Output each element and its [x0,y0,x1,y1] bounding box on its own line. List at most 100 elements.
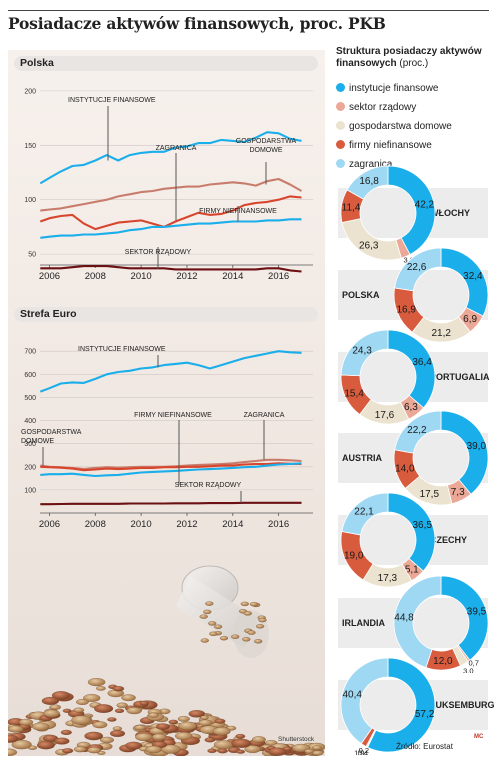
donut-value-label: 14,0 [395,463,415,474]
x-tick-label: 2008 [85,519,106,530]
left-panel-background [8,50,325,756]
donut-slice-zagranica [340,329,389,377]
country-name: LUKSEMBURG [430,700,495,710]
series-label: DOMOWE [21,438,54,445]
donut-value-label: 21,2 [431,328,451,339]
donut-value-label: 39,5 [467,606,487,617]
series-line-4 [40,265,302,273]
x-tick-label: 2012 [176,519,197,530]
line-chart-strefa-euro: 100 200 300 400 500 600 700 2006 2008 2010 2012 201… [21,346,313,530]
y-tick-label: 150 [24,143,36,150]
legend-swatch [336,140,345,149]
country-name: POLSKA [342,290,380,300]
donut-value-label: 26,3 [359,241,379,252]
donut-slice-instytucje [440,410,489,495]
series-label: GOSPODARSTWA [236,138,297,145]
series-label: ZAGRANICA [156,145,197,152]
country-name: CZECHY [430,535,468,545]
y-tick-label: 100 [24,487,36,494]
y-tick-label: 500 [24,395,36,402]
donut-value-label: 36,4 [412,357,432,368]
y-tick-label: 200 [24,464,36,471]
series-label: DOMOWE [249,147,282,154]
donut-value-label: 22,2 [407,425,427,436]
coin-pile [8,601,325,756]
donut-value-label: 5,1 [405,565,419,576]
x-tick-label: 2014 [222,271,243,282]
donut-chart-5: 39,5 0,73,0 12,0 44,8 [393,575,489,674]
donut-chart-4: 36,5 5,1 17,3 19,0 22,1 [340,492,436,588]
legend-swatch [336,159,345,168]
x-tick-label: 2006 [39,519,60,530]
x-tick-label: 2016 [268,519,289,530]
section-title-polska: Polska [20,57,54,69]
x-tick-label: 2006 [39,271,60,282]
series-label: INSTYTUCJE FINANSOWE [78,346,166,353]
series-line-2 [39,195,302,231]
donut-section-title: Struktura posiadaczy aktywów finansowych… [336,46,494,70]
photo-credit: Shutterstock [278,736,315,743]
series-line-1 [40,177,303,212]
y-tick-label: 200 [24,88,36,95]
series-line-3 [40,218,302,239]
series-label: SEKTOR RZĄDOWY [175,482,242,489]
donut-value-label: 12,0 [433,656,453,667]
donut-value-label: 6,9 [463,314,477,325]
donut-value-label: 22,1 [354,507,374,518]
legend-swatch [336,83,345,92]
donut-value-label: 32,4 [463,271,483,282]
series-label: ZAGRANICA [244,412,285,419]
source-note: Źródło: Eurostat [396,742,453,751]
y-tick-label: 100 [24,197,36,204]
donut-value-label: 17,6 [375,410,395,421]
series-label: FIRMY NIEFINANSOWE [199,208,277,215]
series-label: INSTYTUCJE FINANSOWE [68,97,156,104]
series-label: FIRMY NIEFINANSOWE [134,412,212,419]
country-name: AUSTRIA [342,453,382,463]
y-tick-label: 700 [24,349,36,356]
x-tick-label: 2016 [268,271,289,282]
donut-value-label: 3,2 [403,255,413,263]
series-line-0 [39,350,302,393]
country-name: WŁOCHY [430,208,470,218]
country-name: PORTUGALIA [430,372,490,382]
y-tick-label: 400 [24,418,36,425]
donut-chart-3: 39,0 7,3 17,5 14,0 22,2 [393,410,489,506]
donut-chart-1: 32,4 6,9 21,2 16,9 22,6 [393,247,489,343]
series-label: GOSPODARSTWA [21,429,82,436]
donut-slice-instytucje [387,165,436,256]
legend-item-sektor: sektor rządowy [336,101,416,114]
donut-slice-zagranica [341,492,389,536]
legend-item-zagranica: zagranica [336,158,392,171]
page-title: Posiadacze aktywów finansowych, proc. PK… [8,14,386,33]
donut-slice-zagranica [393,575,442,669]
donut-value-label: 17,3 [378,573,398,584]
donut-value-label: 42,2 [415,200,435,211]
donut-value-label: 0,2 [359,746,369,755]
donut-slice-zagranica [394,410,442,454]
donut-chart-6: 57,2 0,20,41,9 40,4 [340,657,436,756]
x-tick-label: 2014 [222,519,243,530]
legend-swatch [336,102,345,111]
donut-value-label: 0,7 [468,659,478,668]
donut-value-label: 1,9 [354,749,364,756]
legend-label: instytucje finansowe [349,83,439,94]
donut-value-label: 3,0 [463,667,473,674]
donut-value-label: 16,8 [359,176,379,187]
donut-title-text: Struktura posiadaczy aktywów finansowych [336,46,482,69]
donut-chart-0: 42,2 3,2 26,3 11,4 16,8 [340,165,436,263]
legend-swatch [336,121,345,130]
x-tick-label: 2010 [131,271,152,282]
donut-title-unit: (proc.) [399,58,429,69]
donut-value-label: 40,4 [342,689,362,700]
x-tick-label: 2012 [176,271,197,282]
legend-item-firmy: firmy niefinansowe [336,139,432,152]
y-tick-label: 50 [28,252,36,259]
donut-value-label: 22,6 [407,262,427,273]
x-tick-label: 2010 [131,519,152,530]
series-line-0 [39,131,302,185]
donut-value-label: 11,4 [342,203,361,214]
donut-slice-zagranica [340,657,389,745]
donut-value-label: 0,4 [358,749,368,756]
top-rule [8,10,489,11]
